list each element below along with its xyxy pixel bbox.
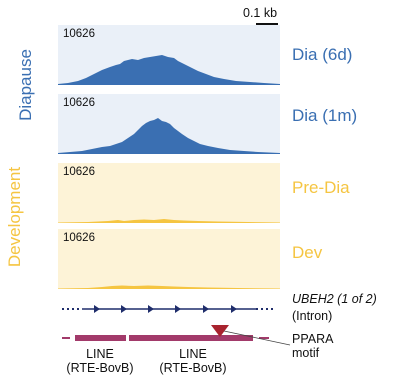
repeat-label-1-line2: (RTE-BovB) — [66, 361, 134, 375]
motif-label-line1: PPARA — [292, 332, 334, 346]
coverage-signal — [58, 118, 280, 154]
gene-name: UBEH2 (1 of 2) — [292, 292, 377, 306]
coverage-signal — [58, 55, 280, 85]
track-label-dia-6d: Dia (6d) — [292, 45, 353, 64]
track-dia-6d: 10626 — [58, 25, 280, 85]
scale-bar-line — [256, 23, 278, 25]
track-label-dia-1m: Dia (1m) — [292, 106, 358, 125]
track-label-dev: Dev — [292, 243, 323, 262]
repeat-label-1: LINE (RTE-BovB) — [60, 347, 140, 375]
track-label-pre-dia: Pre-Dia — [292, 178, 350, 197]
repeat-line-element-1 — [75, 335, 126, 341]
track-max-value: 10626 — [63, 28, 95, 40]
motif-label-line2: motif — [292, 346, 320, 360]
gene-feature: (Intron) — [292, 309, 333, 323]
track-dev: 10626 — [58, 229, 280, 289]
scale-bar-label: 0.1 kb — [243, 6, 278, 20]
track-max-value: 10626 — [63, 232, 95, 244]
track-max-value: 10626 — [63, 97, 95, 109]
coverage-signal — [58, 219, 280, 223]
track-pre-dia: 10626 — [58, 163, 280, 223]
repeat-label-2: LINE (RTE-BovB) — [153, 347, 233, 375]
strand-arrows — [94, 305, 237, 313]
repeat-label-2-line1: LINE — [179, 347, 207, 361]
ppara-motif-marker — [211, 325, 229, 337]
repeat-line-element-2 — [129, 335, 253, 341]
coverage-signal — [58, 285, 280, 289]
repeat-label-2-line2: (RTE-BovB) — [159, 361, 227, 375]
track-dia-1m: 10626 — [58, 94, 280, 154]
motif-leader-line — [223, 330, 291, 346]
repeat-label-1-line1: LINE — [86, 347, 114, 361]
track-max-value: 10626 — [63, 166, 95, 178]
